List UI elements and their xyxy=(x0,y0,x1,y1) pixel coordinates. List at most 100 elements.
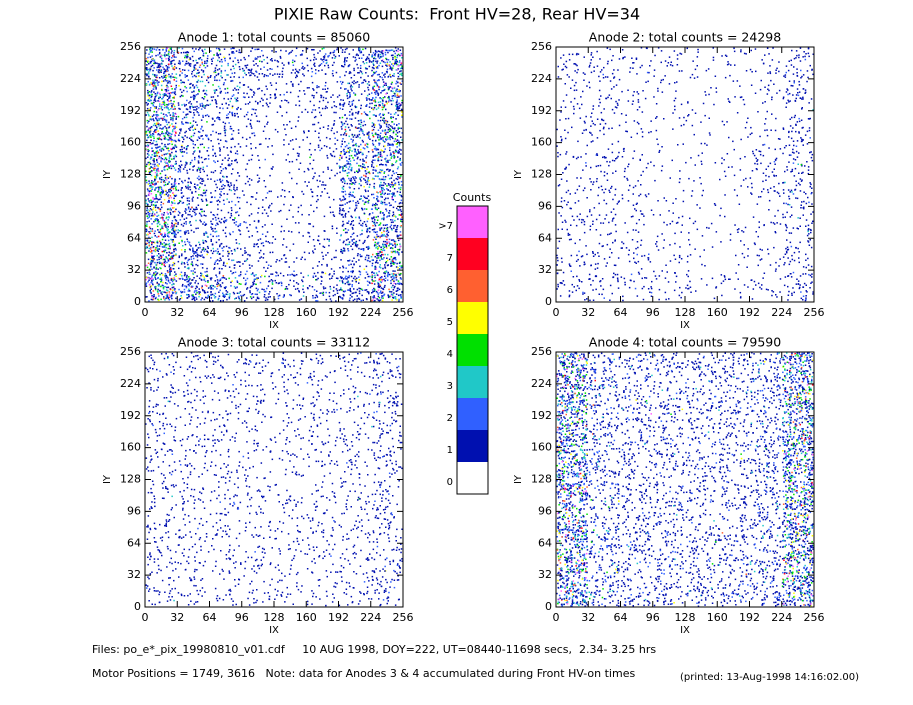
count-dot xyxy=(153,249,155,252)
count-dot xyxy=(204,48,206,51)
count-dot xyxy=(367,254,370,257)
count-dot xyxy=(155,152,157,154)
count-dot xyxy=(251,132,253,135)
count-dot xyxy=(333,198,335,201)
count-dot xyxy=(167,54,170,57)
count-dot xyxy=(349,94,351,96)
count-dot xyxy=(158,245,161,247)
count-dot xyxy=(224,157,226,159)
count-dot xyxy=(167,143,169,146)
count-dot xyxy=(223,127,226,129)
count-dot xyxy=(353,159,355,161)
count-dot xyxy=(193,208,195,210)
count-dot xyxy=(356,245,358,248)
count-dot xyxy=(393,179,395,182)
count-dot xyxy=(388,184,390,186)
count-dot xyxy=(398,148,401,151)
count-dot xyxy=(265,197,267,199)
count-dot xyxy=(183,218,186,220)
count-dot xyxy=(150,193,153,195)
count-dot xyxy=(302,235,304,237)
count-dot xyxy=(394,256,396,259)
count-dot xyxy=(392,62,394,65)
count-dot xyxy=(153,169,155,171)
count-dot xyxy=(373,231,375,233)
count-dot xyxy=(159,228,162,231)
count-dot xyxy=(382,114,384,116)
count-dot xyxy=(158,177,161,179)
count-dot xyxy=(384,264,386,266)
count-dot xyxy=(371,212,374,214)
count-dot xyxy=(254,100,257,103)
count-dot xyxy=(311,191,313,193)
count-dot xyxy=(199,80,202,83)
count-dot xyxy=(158,189,160,191)
count-dot xyxy=(170,164,173,167)
count-dot xyxy=(178,68,181,70)
count-dot xyxy=(160,156,162,159)
count-dot xyxy=(158,146,160,148)
count-dot xyxy=(317,121,320,124)
count-dot xyxy=(246,201,248,204)
count-dot xyxy=(303,130,305,132)
count-dot xyxy=(168,293,171,295)
count-dot xyxy=(353,134,356,136)
count-dot xyxy=(386,242,388,245)
count-dot xyxy=(312,88,314,90)
count-dot xyxy=(165,90,168,92)
count-dot xyxy=(173,224,175,226)
count-dot xyxy=(197,204,200,206)
count-dot xyxy=(343,151,346,153)
count-dot xyxy=(185,161,187,163)
count-dot xyxy=(389,49,391,52)
count-dot xyxy=(229,57,231,59)
count-dot xyxy=(185,257,188,259)
count-dot xyxy=(160,160,162,163)
count-dot xyxy=(191,206,193,209)
count-dot xyxy=(246,92,248,95)
count-dot xyxy=(383,89,385,91)
count-dot xyxy=(165,74,167,77)
count-dot xyxy=(364,170,367,173)
count-dot xyxy=(401,139,403,141)
count-dot xyxy=(165,77,167,79)
count-dot xyxy=(162,258,165,261)
count-dot xyxy=(201,208,203,211)
count-dot xyxy=(371,229,374,231)
count-dot xyxy=(326,265,328,267)
count-dot xyxy=(224,134,227,137)
count-dot xyxy=(270,84,273,86)
count-dot xyxy=(204,85,207,87)
count-dot xyxy=(185,162,187,164)
count-dot xyxy=(203,214,205,217)
count-dot xyxy=(164,282,167,284)
count-dot xyxy=(254,112,256,115)
count-dot xyxy=(154,96,156,98)
count-dot xyxy=(147,144,149,146)
count-dot xyxy=(198,66,201,68)
count-dot xyxy=(162,254,164,256)
count-dot xyxy=(150,204,153,206)
count-dot xyxy=(372,253,374,256)
count-dot xyxy=(392,164,395,166)
count-dot xyxy=(184,179,186,182)
count-dot xyxy=(202,104,204,107)
count-dot xyxy=(381,234,384,236)
count-dot xyxy=(174,163,176,165)
count-dot xyxy=(373,178,375,180)
count-dot xyxy=(388,98,390,100)
count-dot xyxy=(390,76,392,78)
count-dot xyxy=(166,165,168,167)
count-dot xyxy=(381,235,383,237)
count-dot xyxy=(148,190,151,193)
count-dot xyxy=(313,96,315,99)
count-dot xyxy=(386,233,388,235)
count-dot xyxy=(350,177,352,180)
count-dot xyxy=(174,125,176,128)
count-dot xyxy=(392,90,394,93)
count-dot xyxy=(210,96,213,98)
count-dot xyxy=(343,179,345,181)
count-dot xyxy=(159,149,161,151)
count-dot xyxy=(352,56,355,58)
count-dot xyxy=(206,60,208,62)
